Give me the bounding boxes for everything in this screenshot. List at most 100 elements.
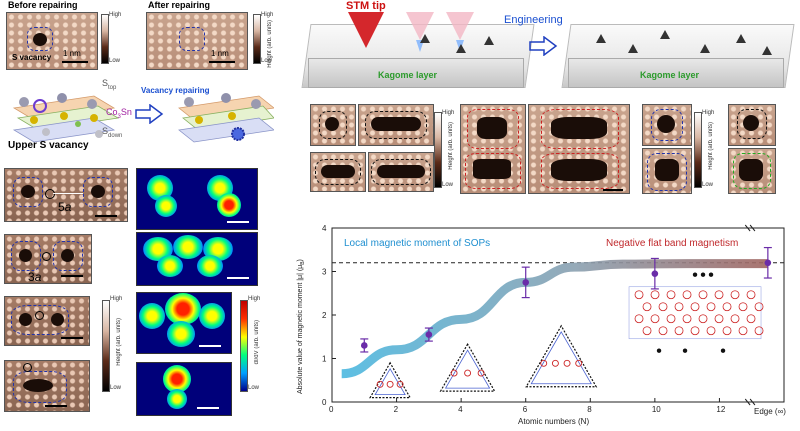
x-tick-label: 4 (458, 405, 463, 414)
spin-loop (738, 326, 748, 336)
colorbar-high: High (442, 110, 455, 116)
spin-loop (551, 359, 559, 367)
spin-loop (634, 290, 644, 300)
y-axis-label: Absolute value of magnetic moment |μ| (μ… (297, 259, 306, 394)
vacancy-hexagon (13, 371, 67, 403)
scale-label: 1 nm (211, 49, 229, 58)
vacancy-hexagon (83, 177, 113, 207)
height-colorbar (434, 112, 442, 188)
scale-bar (227, 277, 249, 279)
didv-colorbar (240, 300, 248, 392)
spin-loop (575, 359, 583, 367)
scale-bar (209, 61, 235, 63)
vacancy-hexagon (13, 177, 43, 207)
spin-loop (730, 290, 740, 300)
vacancy-hexagon (11, 305, 69, 335)
spin-loop (634, 314, 644, 324)
scale-bar (197, 407, 219, 409)
colorbar-unit: Height (arb. units) (116, 318, 122, 366)
kagome-slab-front (568, 58, 784, 88)
colorbar-low: Low (248, 385, 260, 391)
annotation-flat-band: Negative flat band magnetism (606, 238, 738, 249)
colorbar-unit: Height (arb. units) (708, 122, 714, 170)
spin-loop (690, 326, 700, 336)
didv-map-3a (136, 232, 258, 286)
stm-sop-9 (728, 104, 776, 146)
stm-pair-1a (4, 360, 90, 412)
ellipsis-dot (720, 348, 726, 353)
colorbar-unit: Height (arb. units) (267, 20, 273, 68)
height-colorbar (101, 14, 109, 64)
spin-loop (450, 369, 458, 377)
scale-bar (603, 189, 623, 191)
spin-loop (706, 302, 716, 312)
stm-after-image: 1 nm (146, 12, 248, 70)
spin-loop (698, 314, 708, 324)
spin-loop (682, 290, 692, 300)
y-tick-label: 2 (322, 311, 327, 320)
spin-loop (658, 302, 668, 312)
cluster-triangle-outline (369, 361, 412, 399)
trend-curve (341, 259, 768, 379)
spin-loop (690, 302, 700, 312)
stm-sop-5 (460, 104, 526, 194)
spin-loop (642, 302, 652, 312)
distance-3a-label: 3a (28, 270, 42, 284)
spin-loop (376, 380, 384, 388)
x-tick-label: 2 (394, 405, 399, 414)
spin-loop (738, 302, 748, 312)
colorbar-high: High (110, 296, 123, 302)
distance-5a-label: 5a (58, 200, 72, 214)
after-repairing-title: After repairing (148, 0, 211, 10)
kagome-bonds (444, 349, 491, 389)
scale-bar (95, 215, 117, 217)
data-point (764, 259, 772, 267)
stm-pair-5a (4, 168, 128, 222)
data-point (651, 270, 659, 277)
spin-loop (730, 314, 740, 324)
spin-loop (722, 326, 732, 336)
stm-tip-label: STM tip (346, 0, 386, 12)
x-tick-label: 0 (329, 405, 334, 414)
spin-loop (698, 290, 708, 300)
spin-loop (650, 314, 660, 324)
colorbar-unit: Height (arb. units) (448, 122, 454, 170)
stm-sop-6 (528, 104, 630, 194)
spin-loop (386, 380, 394, 388)
colorbar-low: Low (442, 182, 454, 188)
engineering-label: Engineering (504, 14, 563, 26)
spin-loop (714, 290, 724, 300)
kagome-layer-label: Kagome layer (378, 70, 438, 80)
colorbar-high: High (261, 12, 274, 18)
data-point (425, 331, 433, 338)
ellipsis-dot (692, 272, 698, 277)
repaired-hexagon (179, 27, 205, 51)
spin-loop (682, 314, 692, 324)
y-tick-label: 1 (322, 355, 327, 364)
scale-label: 1 nm (63, 49, 81, 58)
upper-s-vacancy-label: Upper S vacancy (8, 140, 89, 151)
kagome-slab-front (308, 58, 524, 88)
spin-loop (722, 302, 732, 312)
stm-sop-1 (310, 104, 356, 146)
didv-map-2a (136, 292, 232, 354)
colorbar-low: Low (110, 385, 122, 391)
ellipsis-dot (682, 348, 688, 353)
spin-loop (642, 326, 652, 336)
spin-loop (563, 359, 571, 367)
y-tick-label: 0 (322, 398, 327, 407)
vacancy-dark-spot (33, 33, 47, 46)
edge-tick-label: Edge (∞) (754, 407, 786, 416)
stm-tip-icon (348, 12, 474, 52)
colorbar-low: Low (261, 58, 273, 64)
kagome-layer-label: Kagome layer (640, 70, 700, 80)
before-repairing-title: Before repairing (8, 0, 78, 10)
axis-break (744, 398, 751, 406)
spin-loop (714, 314, 724, 324)
data-points (360, 246, 772, 353)
height-colorbar (694, 112, 702, 188)
spin-loop (706, 326, 716, 336)
axis-break (749, 398, 756, 406)
spin-loop (666, 314, 676, 324)
s-vacancy-label: S vacancy (12, 53, 52, 62)
